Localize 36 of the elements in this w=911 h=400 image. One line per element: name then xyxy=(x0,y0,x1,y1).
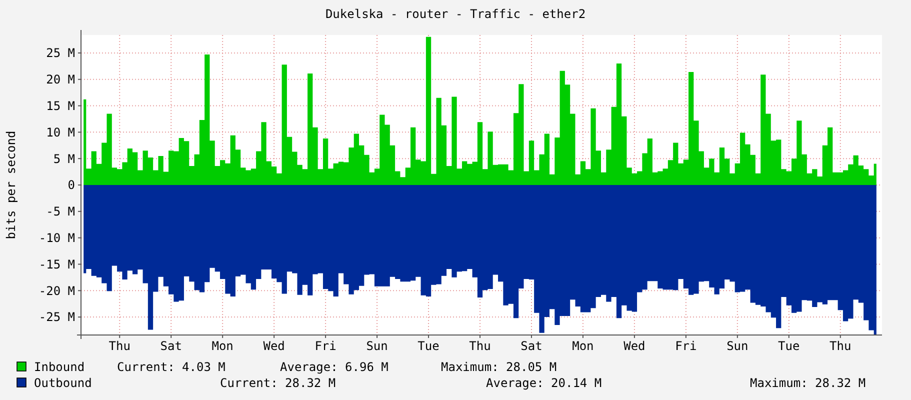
text: Average: 20.14 M xyxy=(486,376,602,390)
y-tick-label: -20 M xyxy=(38,284,75,298)
legend-label: Inbound xyxy=(34,360,85,374)
text: Maximum: 28.32 M xyxy=(750,376,866,390)
x-tick-label: Wed xyxy=(624,339,646,353)
text: Current: 28.32 M xyxy=(220,376,336,390)
y-tick-label: -15 M xyxy=(38,257,75,272)
x-tick-label: Mon xyxy=(572,339,594,353)
y-axis-title: bits per second xyxy=(4,130,18,240)
text: Maximum: 28.05 M xyxy=(441,360,557,374)
text: Current: 4.03 M xyxy=(117,360,226,374)
x-tick-label: Mon xyxy=(212,339,234,353)
x-tick-label: Wed xyxy=(263,339,285,353)
y-tick-label: 5 M xyxy=(53,152,75,166)
y-tick-label: -5 M xyxy=(46,204,75,219)
x-tick-label: Sun xyxy=(366,339,388,353)
text: Average: 6.96 M xyxy=(280,360,388,374)
x-tick-label: Tue xyxy=(778,339,800,353)
y-tick-label: -10 M xyxy=(38,231,75,246)
x-tick-label: Sun xyxy=(726,339,748,353)
legend-label: Outbound xyxy=(34,376,92,390)
chart-title: Dukelska - router - Traffic - ether2 xyxy=(325,7,586,21)
x-tick-label: Thu xyxy=(469,339,491,353)
x-tick-label: Sat xyxy=(520,339,542,353)
x-tick-label: Fri xyxy=(314,339,336,353)
x-tick-label: Thu xyxy=(830,339,852,353)
x-tick-label: Tue xyxy=(418,339,440,353)
y-tick-label: -25 M xyxy=(38,310,75,324)
y-tick-label: 20 M xyxy=(46,72,75,87)
y-tick-label: 25 M xyxy=(46,46,75,60)
y-tick-label: 15 M xyxy=(46,98,75,113)
x-tick-label: Thu xyxy=(108,339,130,353)
x-tick-label: Sat xyxy=(160,339,182,353)
y-tick-label: 0 xyxy=(68,178,75,192)
x-tick-label: Fri xyxy=(675,339,697,353)
y-tick-label: 10 M xyxy=(46,125,75,140)
